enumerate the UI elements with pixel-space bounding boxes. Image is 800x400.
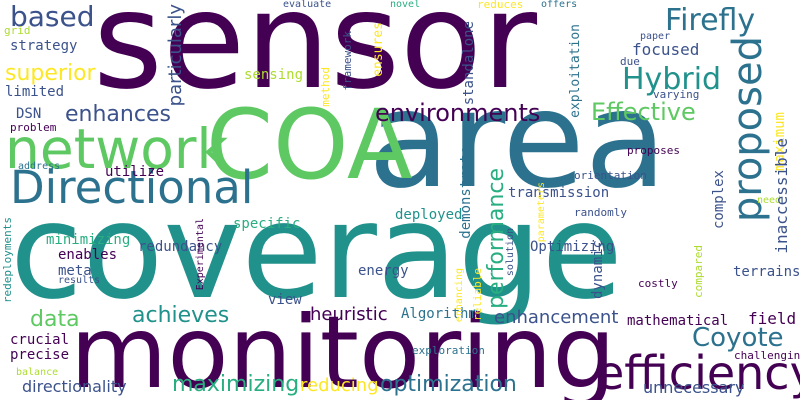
word-field: field xyxy=(748,309,797,328)
word-based: based xyxy=(10,0,95,33)
word-coverage: coverage xyxy=(10,175,623,329)
word-directional: Directional xyxy=(10,161,254,214)
word-compared: results xyxy=(58,275,101,286)
word-effective: Effective xyxy=(591,98,696,126)
word-network: network xyxy=(5,117,229,181)
word-sensor: sensor xyxy=(93,0,538,119)
word-challenging: reliable xyxy=(471,268,484,321)
word-randomly: complex xyxy=(711,170,727,230)
word-firefly: Firefly xyxy=(665,3,756,38)
word-optimization: optimization xyxy=(380,372,517,397)
word-maximizing: maximizing xyxy=(172,372,300,397)
word-deployed: dynamic xyxy=(590,240,606,300)
word-evaluate: minimizing xyxy=(46,232,131,248)
word-monitoring: monitoring xyxy=(70,294,616,400)
word-address: challenging xyxy=(734,349,800,362)
word-view: view xyxy=(268,292,302,308)
word-precise: precise xyxy=(10,347,70,363)
word-parameters: parameters xyxy=(536,182,547,243)
word-coyote: Coyote xyxy=(692,323,784,353)
word-limited: limited xyxy=(5,84,65,100)
word-exploitation: offers xyxy=(541,0,578,10)
word-minimizing: ensures xyxy=(371,22,386,77)
word-proposes: orientation xyxy=(574,169,647,182)
word-algorithm: framework xyxy=(341,31,354,91)
word-offers: exploration xyxy=(412,344,485,357)
word-enhancement: enhancement xyxy=(494,307,619,328)
word-specific: demonstrate xyxy=(458,146,474,239)
word-dsn: DSN xyxy=(16,106,42,122)
word-grid: mathematical xyxy=(627,313,729,329)
word-meta: meta xyxy=(58,263,92,279)
word-directionality: directionality xyxy=(22,377,127,396)
word-sensing: sensing xyxy=(244,67,304,83)
word-heuristic: heuristic xyxy=(310,304,388,325)
word-experimental: Experimental xyxy=(195,218,206,291)
word-complex: paper xyxy=(640,31,671,42)
word-maximum: varying xyxy=(653,88,700,101)
word-area: area xyxy=(368,62,667,218)
word-focused: focused xyxy=(632,40,700,59)
word-reduces: Algorithm xyxy=(401,306,477,322)
word-unnecessary: unnecessary xyxy=(643,378,745,397)
word-particularly: particularly xyxy=(165,4,186,107)
word-enhancing: enhancing xyxy=(454,268,465,323)
word-varying: randomly xyxy=(574,206,627,219)
word-reducing: reducing xyxy=(300,375,379,396)
word-need: redundancy xyxy=(138,239,223,255)
word-novel: Optimizing xyxy=(530,239,615,255)
word-method: address xyxy=(18,161,61,172)
word-problem: problem xyxy=(10,121,57,134)
word-superior: superior xyxy=(5,61,96,86)
word-crucial: crucial xyxy=(10,332,70,348)
word-exploration: method xyxy=(319,67,332,107)
word-enhances: enhances xyxy=(65,102,171,127)
word-data: data xyxy=(30,307,80,332)
word-standalone: novel xyxy=(390,0,421,10)
word-strategy: strategy xyxy=(10,38,78,54)
word-hybrid: Hybrid xyxy=(622,62,722,97)
word-paper: specific xyxy=(233,216,301,232)
word-orientation: inaccessible xyxy=(772,138,791,254)
word-reliable: balance xyxy=(16,367,59,378)
word-efficiency: efficiency xyxy=(596,346,800,400)
word-coa: COA xyxy=(206,89,413,201)
word-costly: transmission xyxy=(508,185,610,201)
word-inaccessible: due xyxy=(620,55,640,68)
word-redeployments: redeployments xyxy=(1,217,14,304)
word-dynamic: need xyxy=(757,195,782,206)
word-mathematical: compared xyxy=(692,245,705,298)
word-demonstrate: evaluate xyxy=(283,0,332,10)
word-terrains: terrains xyxy=(733,264,800,280)
word-utilize: utilize xyxy=(105,164,165,180)
word-due: deployed xyxy=(395,207,463,223)
word-enables: enables xyxy=(58,247,118,263)
word-environments: environments xyxy=(375,99,541,127)
word-redundancy: standalone xyxy=(461,21,477,106)
word-framework: grid xyxy=(4,24,31,37)
word-ensures: reduces xyxy=(477,0,524,11)
word-achieves: achieves xyxy=(132,303,230,328)
word-energy: energy xyxy=(358,263,409,279)
word-optimizing: exploitation xyxy=(568,24,583,118)
word-solution: solution xyxy=(505,228,516,277)
word-results: costly xyxy=(638,277,678,290)
word-balance: proposes xyxy=(627,144,680,157)
